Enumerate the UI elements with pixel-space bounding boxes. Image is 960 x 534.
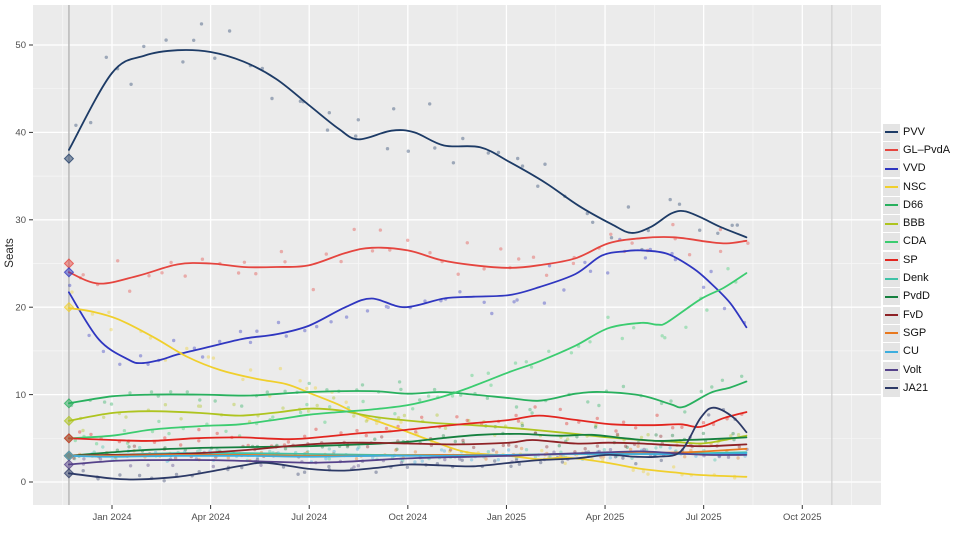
- trend-line-PvdD: [68, 432, 748, 457]
- legend-key-icon: [883, 215, 900, 233]
- y-tick-label: 50: [15, 40, 26, 51]
- x-tick-label: Jan 2024: [92, 512, 131, 523]
- x-tick-label: Jul 2024: [291, 512, 327, 523]
- y-tick-label: 0: [21, 477, 26, 488]
- legend-label: NSC: [903, 180, 927, 193]
- election-result-diamond-SP: [63, 433, 75, 444]
- x-tick-label: Apr 2025: [586, 512, 625, 523]
- trend-line-PVV: [68, 49, 748, 239]
- trend-line-GL–PvdA: [68, 236, 748, 285]
- legend-key-icon: [883, 251, 900, 269]
- legend-label: JA21: [903, 381, 929, 394]
- legend-key-icon: [883, 379, 900, 397]
- legend-item-JA21: JA21: [883, 379, 950, 397]
- y-tick-label: 10: [15, 390, 26, 401]
- legend-label: GL–PvdA: [903, 143, 951, 156]
- gridlines: [33, 5, 881, 505]
- trend-line-SP: [68, 411, 748, 442]
- legend-item-PVV: PVV: [883, 123, 950, 141]
- legend-key-icon: [883, 343, 900, 361]
- legend-key-icon: [883, 160, 900, 178]
- trend-line-CU: [68, 452, 748, 458]
- election-result-diamond-JA21: [63, 468, 75, 479]
- x-tick-label: Oct 2024: [389, 512, 428, 523]
- legend-item-BBB: BBB: [883, 214, 950, 233]
- legend-item-Denk: Denk: [883, 269, 950, 288]
- data-layer: [63, 22, 750, 483]
- election-result-diamond-BBB: [63, 415, 75, 427]
- trend-line-Volt: [68, 450, 748, 466]
- legend-key-icon: [883, 141, 900, 159]
- legend-label: SGP: [903, 326, 927, 339]
- legend-key-icon: [883, 361, 900, 379]
- legend-key-icon: [883, 306, 900, 324]
- election-result-diamond-NSC: [63, 301, 75, 313]
- legend-key-icon: [883, 178, 900, 196]
- legend-item-FvD: FvD: [883, 306, 950, 324]
- trend-line-NSC: [68, 307, 748, 478]
- x-tick-label: Jan 2025: [487, 512, 526, 523]
- legend-item-NSC: NSC: [883, 178, 950, 196]
- legend-item-VVD: VVD: [883, 160, 950, 178]
- axes: 0 10 20 30 40 50 Jan 2024 Apr 2024 Jul 2024 Oct 2…: [15, 40, 821, 523]
- trend-line-JA21: [68, 406, 748, 481]
- legend-label: Volt: [903, 363, 922, 376]
- y-tick-label: 40: [15, 128, 26, 139]
- legend: PVV GL–PvdA VVD NSC D66 BBB CDA SP Denk PvdD FvD SG…: [883, 123, 950, 397]
- legend-key-icon: [883, 288, 900, 306]
- legend-item-GL–PvdA: GL–PvdA: [883, 141, 950, 159]
- legend-label: Denk: [903, 272, 929, 285]
- legend-key-icon: [883, 123, 900, 141]
- legend-item-Volt: Volt: [883, 361, 950, 379]
- legend-label: BBB: [903, 217, 926, 230]
- trend-line-FvD: [68, 439, 748, 457]
- legend-item-D66: D66: [883, 196, 950, 214]
- legend-label: PVV: [903, 125, 926, 138]
- legend-label: VVD: [903, 162, 926, 175]
- scatter-VVD: [68, 237, 747, 366]
- legend-item-SGP: SGP: [883, 324, 950, 342]
- election-result-diamond-PVV: [63, 153, 75, 164]
- legend-item-CDA: CDA: [883, 233, 950, 251]
- legend-label: FvD: [903, 308, 924, 321]
- x-tick-label: Jul 2025: [686, 512, 722, 523]
- y-tick-label: 30: [15, 215, 26, 226]
- trend-line-D66: [68, 380, 748, 409]
- legend-label: CU: [903, 345, 919, 358]
- election-result-diamond-D66: [63, 398, 75, 409]
- y-tick-label: 20: [15, 302, 26, 313]
- legend-key-icon: [883, 324, 900, 342]
- legend-label: D66: [903, 198, 924, 211]
- legend-label: CDA: [903, 235, 927, 248]
- legend-label: PvdD: [903, 290, 930, 303]
- x-tick-label: Oct 2025: [783, 512, 822, 523]
- legend-item-CU: CU: [883, 343, 950, 361]
- scatter-GL–PvdA: [78, 222, 750, 293]
- legend-key-icon: [883, 196, 900, 214]
- x-tick-label: Apr 2024: [191, 512, 230, 523]
- legend-key-icon: [883, 270, 900, 288]
- trend-line-CDA: [68, 272, 748, 440]
- legend-item-SP: SP: [883, 251, 950, 269]
- legend-label: SP: [903, 253, 918, 266]
- trend-line-VVD: [68, 249, 748, 365]
- election-result-diamond-VVD: [63, 267, 75, 278]
- legend-key-icon: [883, 233, 900, 251]
- legend-item-PvdD: PvdD: [883, 288, 950, 306]
